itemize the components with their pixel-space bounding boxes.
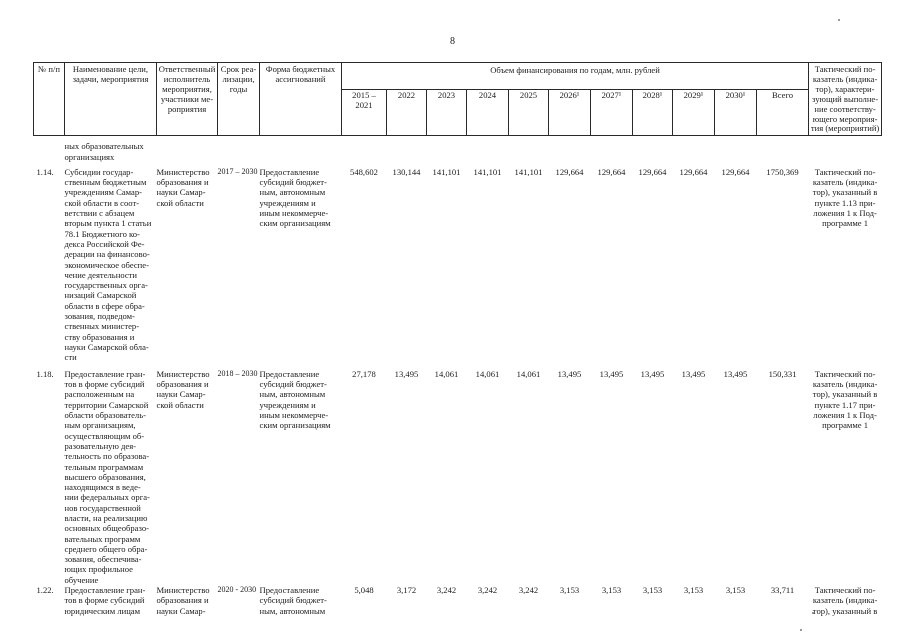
empty-cell: [673, 136, 715, 167]
row-name: Предоставление гран- тов в форме субсиди…: [64, 585, 146, 616]
empty-cell: [591, 136, 633, 167]
financing-table: № п/п Наименование цели, задачи, меропри…: [33, 61, 883, 640]
value-2025: 141,101: [514, 166, 543, 177]
value-2024: 141,101: [473, 166, 502, 177]
value-total: 1750,369: [766, 166, 799, 177]
value-2027: 13,495: [599, 368, 624, 379]
value-2024: 14,061: [475, 368, 500, 379]
row-executor: Министерство образования и науки Самар- …: [156, 368, 210, 410]
value-2026: 13,495: [557, 368, 582, 379]
year-header-2030: 2030¹: [714, 88, 757, 137]
empty-cell: [34, 136, 65, 167]
value-2025: 14,061: [516, 368, 541, 379]
table-row: 1.22. Предоставление гран- тов в форме с…: [34, 585, 882, 640]
header-funding: Объем финансирования по годам, млн. рубл…: [340, 62, 810, 90]
value-2023: 14,061: [434, 368, 459, 379]
year-header-2028: 2028¹: [632, 88, 673, 137]
continuation-row: ных образовательных организациях: [34, 136, 882, 167]
value-2023: 141,101: [432, 166, 461, 177]
empty-cell: [218, 136, 260, 167]
row-executor: Министерство образования и науки Самар- …: [156, 166, 210, 208]
table-row: 1.18. Предоставление гран- тов в форме с…: [34, 369, 882, 585]
year-header-2026: 2026¹: [548, 88, 591, 137]
value-2029: 3,153: [683, 585, 704, 596]
header-form: Форма бюджетных ассигнований: [259, 61, 342, 137]
value-2025: 3,242: [518, 585, 539, 596]
row-name-continuation: ных образовательных организациях: [64, 141, 144, 162]
empty-cell: [633, 136, 673, 167]
row-indicator: Тактический по- казатель (индика- тор), …: [812, 166, 878, 229]
value-2028: 129,664: [638, 166, 667, 177]
empty-cell: [715, 136, 757, 167]
page-number: 8: [450, 36, 455, 47]
empty-cell: [509, 136, 549, 167]
header-indicator: Тактический по- казатель (индика- тор), …: [808, 61, 883, 137]
scan-speck: [838, 19, 840, 21]
header-name: Наименование цели, задачи, мероприятия: [64, 61, 157, 137]
header-executor: Ответственный исполнитель мероприятия, у…: [156, 61, 218, 137]
value-2015-2021: 5,048: [354, 585, 374, 596]
scan-speck: [812, 612, 814, 614]
row-period: 2018 – 2030: [217, 368, 258, 378]
empty-cell: [467, 136, 509, 167]
row-form: Предоставление субсидий бюджет- ным, авт…: [259, 368, 331, 431]
year-header-2023: 2023: [426, 88, 467, 137]
row-number: 1.18.: [36, 368, 54, 379]
year-header-2027: 2027¹: [590, 88, 633, 137]
row-executor: Министерство образования и науки Самар-: [156, 585, 210, 616]
year-header-2025: 2025: [508, 88, 549, 137]
value-2026: 129,664: [555, 166, 584, 177]
year-header-2015-2021: 2015 – 2021: [341, 88, 387, 137]
value-2030: 129,664: [721, 166, 750, 177]
value-2024: 3,242: [477, 585, 498, 596]
table-row: 1.14. Субсидии государ- ственным бюджетн…: [34, 167, 882, 369]
value-2030: 3,153: [725, 585, 746, 596]
value-2028: 3,153: [642, 585, 663, 596]
year-header-2024: 2024: [466, 88, 509, 137]
value-2022: 3,172: [396, 585, 417, 596]
empty-cell: [260, 136, 342, 167]
row-name: Предоставление гран- тов в форме субсиди…: [64, 368, 150, 585]
scan-speck: [800, 629, 802, 631]
value-total: 150,331: [768, 368, 797, 379]
table-header: № п/п Наименование цели, задачи, меропри…: [33, 61, 883, 137]
value-2022: 13,495: [394, 368, 419, 379]
header-num: № п/п: [33, 61, 65, 137]
row-indicator: Тактический по- казатель (индика- тор), …: [812, 368, 878, 431]
row-indicator: Тактический по- казатель (индика- тор), …: [812, 585, 878, 616]
header-period: Срок реа- лизации, годы: [217, 61, 260, 137]
row-form: Предоставление субсидий бюджет- ным, авт…: [259, 166, 331, 229]
empty-cell: [387, 136, 427, 167]
row-name: Субсидии государ- ственным бюджетным учр…: [64, 166, 152, 363]
value-2023: 3,242: [436, 585, 457, 596]
value-2030: 13,495: [723, 368, 748, 379]
empty-cell: [342, 136, 387, 167]
value-2015-2021: 27,178: [352, 368, 376, 379]
scan-speck: [848, 591, 850, 593]
empty-cell: [757, 136, 809, 167]
row-period: 2017 – 2030: [217, 166, 258, 176]
row-form: Предоставление субсидий бюджет- ным, авт…: [259, 585, 327, 616]
empty-cell: [427, 136, 467, 167]
empty-cell: [809, 136, 882, 167]
row-number: 1.22.: [36, 585, 54, 596]
value-2029: 13,495: [681, 368, 706, 379]
value-2015-2021: 548,602: [350, 166, 378, 177]
value-2022: 130,144: [392, 166, 421, 177]
year-header-2022: 2022: [386, 88, 427, 137]
row-period: 2020 - 2030: [217, 585, 257, 595]
value-total: 33,711: [770, 585, 795, 596]
value-2028: 13,495: [640, 368, 665, 379]
empty-cell: [157, 136, 218, 167]
empty-cell: [549, 136, 591, 167]
row-number: 1.14.: [36, 166, 54, 177]
total-header: Всего: [755, 88, 810, 137]
table-body: ных образовательных организациях 1.14. С…: [34, 136, 882, 640]
value-2026: 3,153: [559, 585, 580, 596]
value-2027: 129,664: [597, 166, 626, 177]
value-2027: 3,153: [601, 585, 622, 596]
year-header-2029: 2029¹: [672, 88, 715, 137]
value-2029: 129,664: [679, 166, 708, 177]
